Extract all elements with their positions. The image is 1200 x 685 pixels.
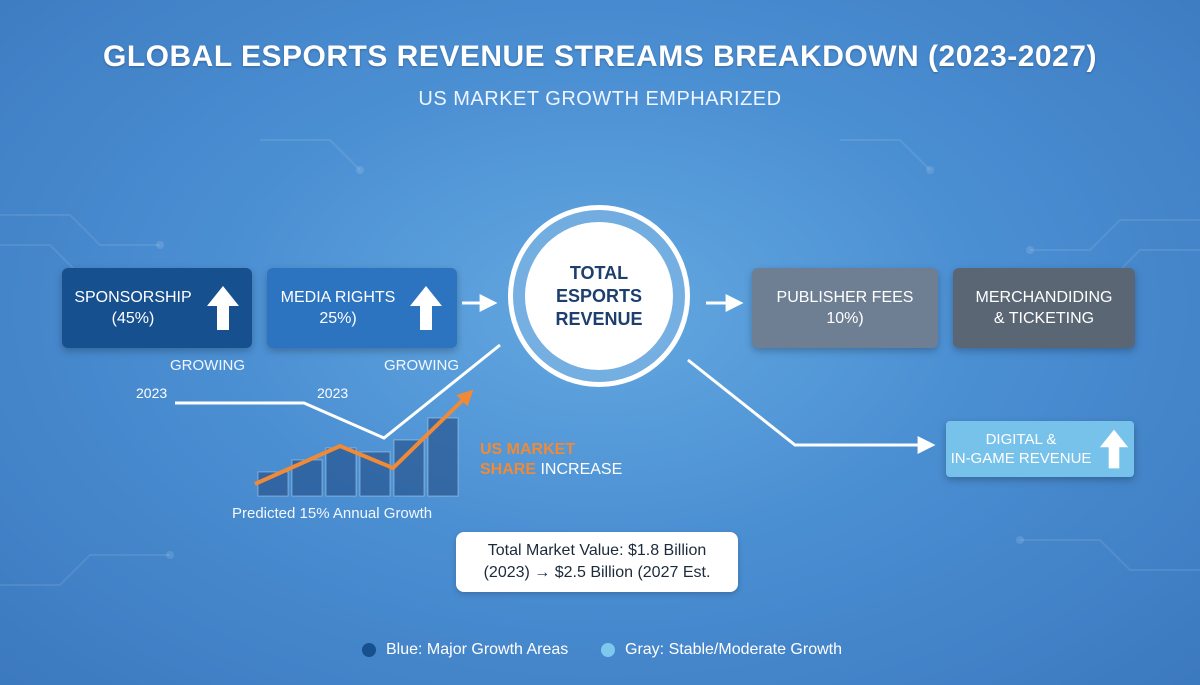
white-trend-line (175, 343, 501, 440)
legend-blue-dot (362, 643, 376, 657)
arrow-up-icon (1100, 429, 1129, 469)
market-value-line-2: (2023) → $2.5 Billion (2027 Est. (483, 564, 711, 581)
predicted-growth-label: Predicted 15% Annual Growth (232, 505, 433, 522)
market-value-line-1: Total Market Value: $1.8 Billion (487, 542, 707, 559)
page-subtitle: US MARKET GROWTH EMPHARIZED (418, 88, 782, 110)
media-rights-label: MEDIA RIGHTS (280, 289, 396, 306)
publisher-fees-label: PUBLISHER FEES (776, 289, 914, 306)
sponsorship-label: SPONSORSHIP (74, 289, 192, 306)
media-rights-box: MEDIA RIGHTS 25%) (267, 268, 457, 348)
line-hub-to-digital (687, 358, 936, 454)
arrow-up-icon (410, 286, 443, 330)
year-label-right: 2023 (317, 385, 349, 401)
publisher-fees-box: PUBLISHER FEES 10%) (752, 268, 938, 348)
us-market-line: US MARKET (480, 441, 576, 458)
legend-stable-label: Gray: Stable/Moderate Growth (625, 641, 842, 658)
sponsorship-box: SPONSORSHIP (45%) (62, 268, 252, 348)
hub-line-3: REVENUE (555, 308, 643, 329)
year-label-left: 2023 (136, 385, 168, 401)
hub-line-1: TOTAL (569, 262, 629, 283)
hub-line-2: ESPORTS (555, 285, 643, 306)
media-rights-growing-tag: GROWING (384, 357, 459, 374)
increase-word: INCREASE (536, 461, 623, 478)
market-value-box: Total Market Value: $1.8 Billion (2023) … (456, 532, 738, 592)
legend-major-growth: Blue: Major Growth Areas (362, 641, 568, 659)
legend-major-label: Blue: Major Growth Areas (386, 641, 569, 658)
media-rights-share: 25%) (319, 310, 357, 327)
sponsorship-share: (45%) (111, 310, 155, 327)
orange-growth-line (254, 389, 474, 486)
merchandising-box: MERCHANDIDING & TICKETING (953, 268, 1135, 348)
merchandising-sub-label: & TICKETING (993, 310, 1095, 327)
legend-stable-growth: Gray: Stable/Moderate Growth (601, 641, 842, 659)
share-word: SHARE (480, 461, 537, 478)
publisher-fees-share: 10%) (826, 310, 864, 327)
sponsorship-growing-tag: GROWING (170, 357, 245, 374)
merchandising-label: MERCHANDIDING (975, 289, 1113, 306)
page-title: GLOBAL ESPORTS REVENUE STREAMS BREAKDOWN… (103, 40, 1097, 73)
arrow-up-icon (206, 286, 239, 330)
total-revenue-hub: TOTAL ESPORTS REVENUE (508, 205, 690, 387)
digital-revenue-box: DIGITAL & IN-GAME REVENUE (946, 421, 1134, 477)
us-market-share-label: US MARKET SHARE INCREASE (480, 440, 622, 480)
growth-bars (257, 417, 459, 497)
digital-sub-label: IN-GAME REVENUE (950, 450, 1092, 467)
digital-label: DIGITAL & (985, 431, 1057, 448)
legend-light-dot (601, 643, 615, 657)
